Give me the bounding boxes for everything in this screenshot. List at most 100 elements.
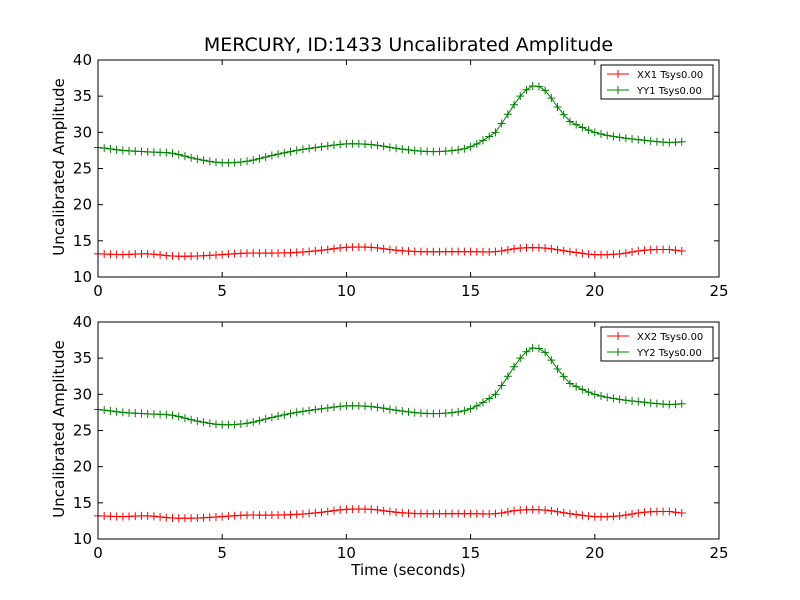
bottom-series-0-point xyxy=(367,505,376,514)
bottom-series-1-point xyxy=(404,407,413,416)
top-x-tick-label: 10 xyxy=(337,282,356,300)
bottom-series-1-point xyxy=(323,403,332,412)
top-series-0-point xyxy=(553,245,562,254)
bottom-series-0-point xyxy=(305,509,314,518)
bottom-series-1-point xyxy=(329,403,338,412)
bottom-series-1-point xyxy=(317,404,326,413)
top-series-0-point xyxy=(510,244,519,253)
bottom-series-0-point xyxy=(541,506,550,515)
top-series-0-point xyxy=(156,250,165,259)
bottom-series-1-point xyxy=(261,414,270,423)
top-series-0-point xyxy=(491,247,500,256)
top-series-1-point xyxy=(230,158,239,167)
top-x-tick-label: 0 xyxy=(93,282,103,300)
top-series-0-point xyxy=(547,244,556,253)
bottom-series-1-point xyxy=(497,381,506,390)
bottom-series-1-point xyxy=(180,414,189,423)
top-series-1-point xyxy=(634,135,643,144)
bottom-series-0-point xyxy=(621,511,630,520)
top-series-1-point xyxy=(292,146,301,155)
top-series-1-point xyxy=(174,150,183,159)
bottom-series-0-point xyxy=(323,507,332,516)
top-series-1-point xyxy=(317,142,326,151)
bottom-series-1-point xyxy=(621,396,630,405)
top-series-1-point xyxy=(286,147,295,156)
bottom-series-1-point xyxy=(565,379,574,388)
top-series-1-point xyxy=(640,136,649,145)
top-series-0-point xyxy=(305,247,314,256)
bottom-x-tick-label: 15 xyxy=(461,544,480,562)
bottom-series-0-point xyxy=(336,505,345,514)
bottom-series-0-point xyxy=(311,508,320,517)
bottom-series-0-point xyxy=(559,508,568,517)
top-y-tick-label: 10 xyxy=(73,268,92,286)
bottom-series-1-point xyxy=(255,416,264,425)
bottom-series-1-point xyxy=(367,402,376,411)
top-series-1-point xyxy=(255,154,264,163)
x-axis-label: Time (seconds) xyxy=(351,561,466,579)
bottom-series-1-point xyxy=(230,420,239,429)
top-series-1-point xyxy=(404,145,413,154)
top-series-0-point xyxy=(385,245,394,254)
bottom-series-1-point xyxy=(491,390,500,399)
top-x-tick-label: 20 xyxy=(585,282,604,300)
bottom-series-1-point xyxy=(280,410,289,419)
bottom-y-tick-label: 10 xyxy=(73,530,92,548)
bottom-series-1-point xyxy=(634,397,643,406)
bottom-series-1-point xyxy=(479,398,488,407)
bottom-series-1-point xyxy=(472,401,481,410)
bottom-series-0-point xyxy=(149,512,158,521)
top-series-0-point xyxy=(665,245,674,254)
top-series-0-point xyxy=(149,250,158,259)
top-series-1-point xyxy=(243,157,252,166)
top-series-1-point xyxy=(559,110,568,119)
top-series-1-point xyxy=(373,141,382,150)
top-legend-marker-1 xyxy=(614,86,622,94)
top-series-1-point xyxy=(298,145,307,154)
bottom-series-0-point xyxy=(298,509,307,518)
bottom-series-0-point xyxy=(510,506,519,515)
top-series-1-point xyxy=(565,117,574,126)
top-series-1-point xyxy=(162,148,171,157)
top-series-0-point xyxy=(572,248,581,257)
bottom-series-1-point xyxy=(485,394,494,403)
bottom-series-0-point xyxy=(665,507,674,516)
bottom-series-0-point xyxy=(156,512,165,521)
bottom-series-1-point xyxy=(298,407,307,416)
top-series-1-point xyxy=(553,103,562,112)
top-series-1-point xyxy=(479,136,488,145)
bottom-y-tick-label: 30 xyxy=(73,385,92,403)
bottom-series-0-point xyxy=(547,506,556,515)
top-series-1-point xyxy=(447,146,456,155)
top-y-tick-label: 15 xyxy=(73,232,92,250)
top-legend-label-0: XX1 Tsys0.00 xyxy=(637,70,703,81)
bottom-series-1-point xyxy=(559,372,568,381)
bottom-y-tick-label: 15 xyxy=(73,494,92,512)
bottom-series-0-point xyxy=(329,506,338,515)
top-series-1-point xyxy=(100,144,109,153)
top-series-1-point xyxy=(367,140,376,149)
bottom-series-1-point xyxy=(441,409,450,418)
top-series-1-point xyxy=(472,139,481,148)
top-series-0-point xyxy=(634,247,643,256)
bottom-series-0-point xyxy=(677,508,686,517)
top-series-0-point xyxy=(329,244,338,253)
bottom-series-0-point xyxy=(628,510,637,519)
top-series-1-point xyxy=(249,156,258,165)
bottom-legend-label-0: XX2 Tsys0.00 xyxy=(637,332,703,343)
bottom-series-1-point xyxy=(106,406,115,415)
top-series-1-point xyxy=(385,143,394,152)
top-series-0-point xyxy=(615,249,624,258)
bottom-series-0-point xyxy=(385,507,394,516)
bottom-series-1-point xyxy=(522,347,531,356)
top-series-1-point xyxy=(280,148,289,157)
bottom-series-0-point xyxy=(671,508,680,517)
bottom-series-1-point xyxy=(677,399,686,408)
bottom-y-tick-label: 35 xyxy=(73,349,92,367)
bottom-y-tick-label: 40 xyxy=(73,313,92,331)
top-x-tick-label: 15 xyxy=(461,282,480,300)
bottom-series-1-point xyxy=(249,418,258,427)
bottom-series-1-point xyxy=(590,390,599,399)
bottom-series-1-point xyxy=(199,418,208,427)
